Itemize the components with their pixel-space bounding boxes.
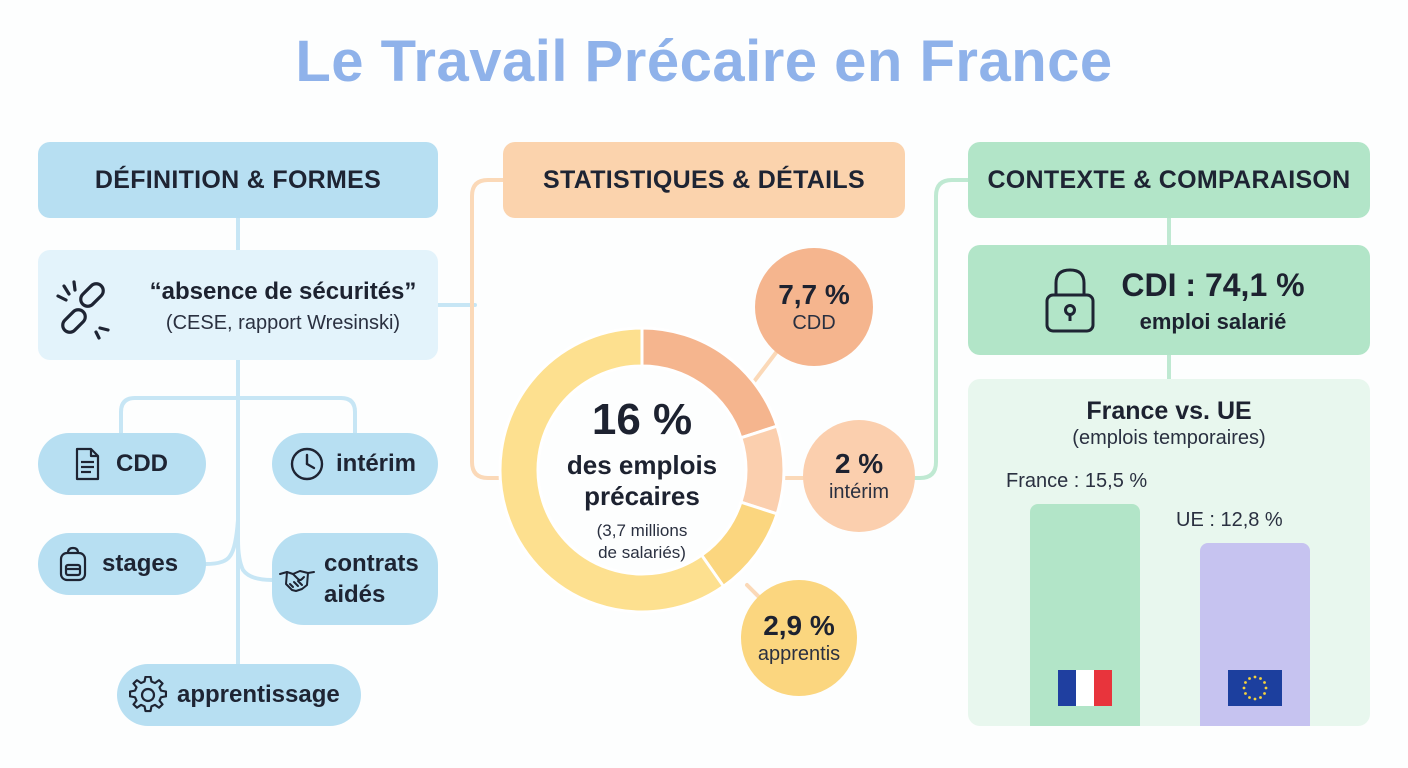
- total-sub-line2: de salariés): [598, 543, 686, 562]
- bubble-label: apprentis: [757, 643, 841, 665]
- form-apprentissage: apprentissage: [117, 664, 361, 726]
- bubble-apprentis: 2,9 % apprentis: [741, 580, 857, 696]
- total-label-line2: précaires: [584, 481, 700, 511]
- france-flag-icon: [1058, 670, 1112, 706]
- form-label-line1: contrats: [324, 550, 419, 577]
- total-label-line1: des emplois: [566, 450, 718, 480]
- donut-segments: [498, 326, 786, 614]
- context-header: CONTEXTE & COMPARAISON: [968, 142, 1370, 218]
- donut-center: 16 % des emplois précaires (3,7 millions…: [552, 396, 732, 564]
- bubble-label: intérim: [828, 481, 889, 503]
- cdi-box: CDI : 74,1 % emploi salarié: [968, 245, 1370, 355]
- donut-segment-rest: [498, 326, 726, 614]
- backpack-icon: [59, 546, 87, 582]
- bubble-cdd: 7,7 % CDD: [755, 248, 873, 366]
- lock-icon: [1045, 268, 1095, 333]
- form-interim: intérim: [272, 433, 438, 495]
- statistics-header: STATISTIQUES & DÉTAILS: [503, 142, 905, 218]
- document-icon: [75, 447, 100, 481]
- page-title: Le Travail Précaire en France: [295, 29, 1113, 94]
- bubble-value: 2 %: [834, 448, 884, 479]
- comparison-title: France vs. UE: [1086, 397, 1252, 425]
- comparison-box: France vs. UE (emplois temporaires) Fran…: [968, 379, 1370, 726]
- cdi-value: CDI : 74,1 %: [1121, 267, 1305, 303]
- form-label: intérim: [336, 450, 417, 477]
- comparison-subtitle: (emplois temporaires): [1072, 427, 1266, 449]
- bubble-value: 7,7 %: [778, 279, 850, 310]
- form-stages: stages: [38, 533, 206, 595]
- form-cdd: CDD: [38, 433, 206, 495]
- form-contrats-aides: contrats aidés: [272, 533, 438, 625]
- clock-icon: [290, 447, 324, 481]
- bar-label-ue: UE : 12,8 %: [1176, 509, 1283, 531]
- definition-source: (CESE, rapport Wresinski): [165, 312, 401, 334]
- bubble-interim: 2 % intérim: [803, 420, 915, 532]
- total-value: 16 %: [591, 395, 693, 444]
- form-label: stages: [102, 550, 179, 577]
- definition-box: “absence de sécurités” (CESE, rapport Wr…: [38, 250, 438, 360]
- total-sub-line1: (3,7 millions: [596, 521, 688, 540]
- bubble-label: CDD: [792, 312, 836, 334]
- definition-quote: “absence de sécurités”: [149, 278, 417, 305]
- definition-header: DÉFINITION & FORMES: [38, 142, 438, 218]
- donut-segment-interim: [739, 424, 786, 516]
- form-label: CDD: [116, 450, 168, 477]
- broken-link-icon: [56, 280, 110, 340]
- bubble-value: 2,9 %: [763, 610, 835, 641]
- bar-label-france: France : 15,5 %: [1006, 470, 1148, 492]
- gear-icon: [129, 676, 167, 713]
- form-label: apprentissage: [177, 681, 340, 708]
- form-label-line2: aidés: [324, 581, 386, 608]
- handshake-icon: [279, 570, 315, 592]
- cdi-label: emploi salarié: [1139, 309, 1287, 334]
- eu-flag-icon: [1228, 670, 1282, 706]
